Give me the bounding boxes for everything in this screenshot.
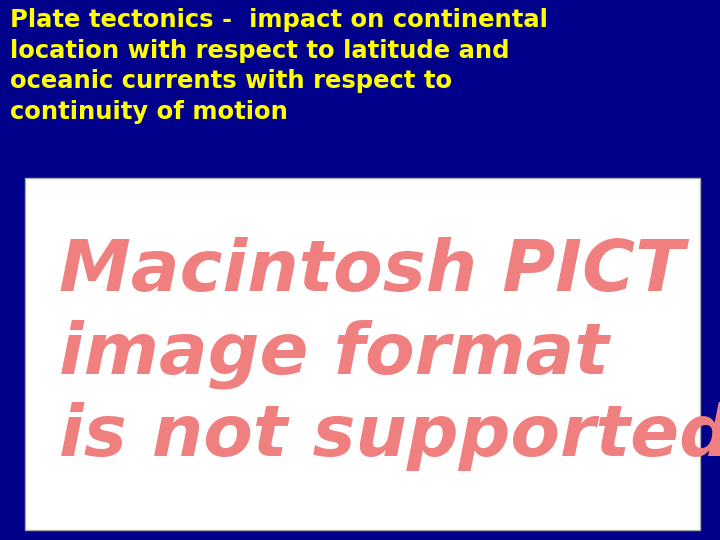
FancyBboxPatch shape — [25, 178, 700, 530]
Text: Macintosh PICT
image format
is not supported: Macintosh PICT image format is not suppo… — [59, 237, 720, 471]
Text: Plate tectonics -  impact on continental
location with respect to latitude and
o: Plate tectonics - impact on continental … — [10, 8, 548, 124]
